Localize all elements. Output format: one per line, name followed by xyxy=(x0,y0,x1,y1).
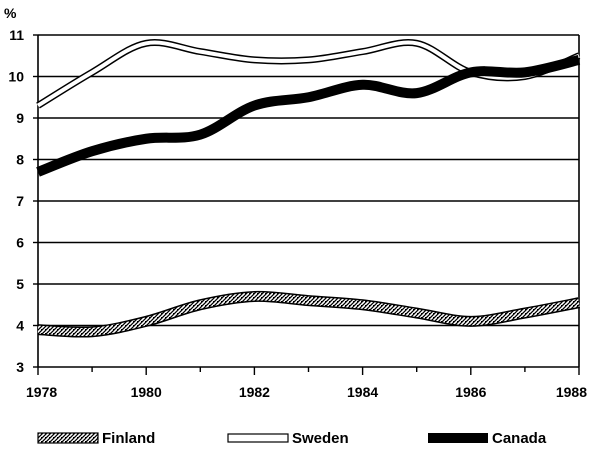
legend-swatch xyxy=(37,432,99,444)
x-tick-label: 1978 xyxy=(26,384,57,400)
legend-item-finland: Finland xyxy=(37,430,155,447)
series-line xyxy=(36,55,581,177)
y-tick-label: 10 xyxy=(8,69,24,85)
y-tick-label: 11 xyxy=(9,27,24,43)
legend-swatch xyxy=(227,433,289,443)
x-tick-label: 1988 xyxy=(556,384,587,400)
legend-item-sweden: Sweden xyxy=(227,430,349,447)
y-axis-unit-label: % xyxy=(4,5,17,21)
y-tick-label: 6 xyxy=(16,235,24,251)
y-axis-ticks: 3 4 5 6 7 8 9 10 11 xyxy=(8,27,24,375)
series-canada xyxy=(36,55,581,177)
x-tick-label: 1982 xyxy=(239,384,270,400)
legend-label: Sweden xyxy=(292,430,349,447)
legend: Finland Sweden Canada xyxy=(37,430,547,447)
gridlines xyxy=(38,34,579,327)
y-tick-label: 3 xyxy=(16,359,24,375)
x-axis-ticks: 1978 1980 1982 1984 1986 1988 xyxy=(26,367,587,400)
x-tick-label: 1980 xyxy=(131,384,162,400)
legend-item-canada: Canada xyxy=(428,430,547,447)
x-tick-label: 1986 xyxy=(455,384,486,400)
y-tick-label: 9 xyxy=(16,110,24,126)
y-tick-label: 7 xyxy=(16,193,24,209)
legend-swatch xyxy=(428,433,488,443)
series-line xyxy=(37,292,580,337)
legend-label: Canada xyxy=(492,430,547,447)
y-tick-label: 5 xyxy=(16,276,24,292)
x-tick-label: 1984 xyxy=(347,384,378,400)
y-tick-label: 8 xyxy=(16,152,24,168)
y-tick-label: 4 xyxy=(16,318,24,334)
series-lines xyxy=(36,39,581,338)
legend-label: Finland xyxy=(102,430,155,447)
series-finland xyxy=(37,290,581,338)
